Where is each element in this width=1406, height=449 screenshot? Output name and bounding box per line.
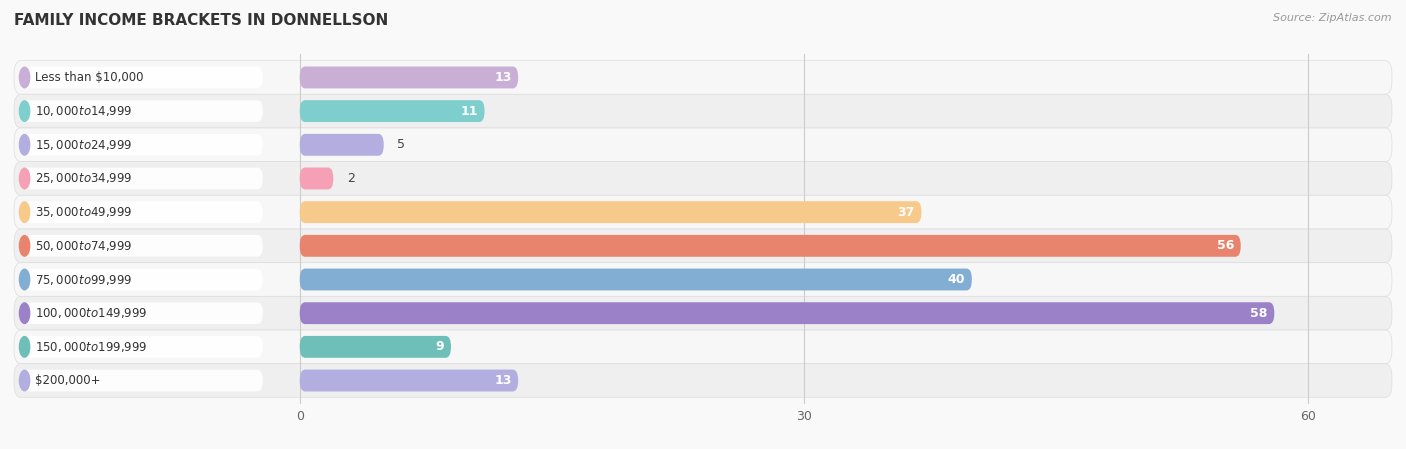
FancyBboxPatch shape <box>20 201 263 223</box>
Circle shape <box>20 303 30 323</box>
Text: 11: 11 <box>460 105 478 118</box>
FancyBboxPatch shape <box>20 303 263 324</box>
FancyBboxPatch shape <box>14 195 1392 229</box>
FancyBboxPatch shape <box>20 100 263 122</box>
FancyBboxPatch shape <box>20 66 263 88</box>
Circle shape <box>20 135 30 155</box>
Text: 13: 13 <box>494 374 512 387</box>
Circle shape <box>20 202 30 222</box>
Text: $200,000+: $200,000+ <box>35 374 101 387</box>
Text: 13: 13 <box>494 71 512 84</box>
FancyBboxPatch shape <box>299 269 972 291</box>
FancyBboxPatch shape <box>14 162 1392 195</box>
FancyBboxPatch shape <box>20 370 263 392</box>
Circle shape <box>20 168 30 189</box>
Circle shape <box>20 236 30 256</box>
Text: $50,000 to $74,999: $50,000 to $74,999 <box>35 239 132 253</box>
Text: $75,000 to $99,999: $75,000 to $99,999 <box>35 273 132 286</box>
Circle shape <box>20 269 30 290</box>
FancyBboxPatch shape <box>299 134 384 156</box>
Text: Source: ZipAtlas.com: Source: ZipAtlas.com <box>1274 13 1392 23</box>
FancyBboxPatch shape <box>20 134 263 155</box>
Text: $10,000 to $14,999: $10,000 to $14,999 <box>35 104 132 118</box>
Text: 56: 56 <box>1216 239 1234 252</box>
Text: $35,000 to $49,999: $35,000 to $49,999 <box>35 205 132 219</box>
Circle shape <box>20 370 30 391</box>
Text: $100,000 to $149,999: $100,000 to $149,999 <box>35 306 148 320</box>
FancyBboxPatch shape <box>14 128 1392 162</box>
FancyBboxPatch shape <box>299 201 921 223</box>
Text: $25,000 to $34,999: $25,000 to $34,999 <box>35 172 132 185</box>
Text: FAMILY INCOME BRACKETS IN DONNELLSON: FAMILY INCOME BRACKETS IN DONNELLSON <box>14 13 388 28</box>
FancyBboxPatch shape <box>299 336 451 358</box>
FancyBboxPatch shape <box>14 94 1392 128</box>
Circle shape <box>20 67 30 88</box>
FancyBboxPatch shape <box>20 167 263 189</box>
Text: 9: 9 <box>436 340 444 353</box>
FancyBboxPatch shape <box>299 167 333 189</box>
Text: 5: 5 <box>396 138 405 151</box>
Text: 2: 2 <box>347 172 354 185</box>
FancyBboxPatch shape <box>299 235 1240 257</box>
Text: 37: 37 <box>897 206 915 219</box>
Circle shape <box>20 337 30 357</box>
Text: Less than $10,000: Less than $10,000 <box>35 71 143 84</box>
FancyBboxPatch shape <box>299 66 519 88</box>
FancyBboxPatch shape <box>14 330 1392 364</box>
FancyBboxPatch shape <box>14 364 1392 397</box>
FancyBboxPatch shape <box>20 336 263 358</box>
FancyBboxPatch shape <box>299 370 519 392</box>
FancyBboxPatch shape <box>20 235 263 256</box>
FancyBboxPatch shape <box>20 269 263 290</box>
Text: $150,000 to $199,999: $150,000 to $199,999 <box>35 340 148 354</box>
FancyBboxPatch shape <box>299 100 485 122</box>
FancyBboxPatch shape <box>14 263 1392 296</box>
FancyBboxPatch shape <box>299 302 1274 324</box>
FancyBboxPatch shape <box>14 296 1392 330</box>
FancyBboxPatch shape <box>14 229 1392 263</box>
FancyBboxPatch shape <box>14 61 1392 94</box>
Text: $15,000 to $24,999: $15,000 to $24,999 <box>35 138 132 152</box>
Text: 58: 58 <box>1250 307 1268 320</box>
Circle shape <box>20 101 30 121</box>
Text: 40: 40 <box>948 273 965 286</box>
